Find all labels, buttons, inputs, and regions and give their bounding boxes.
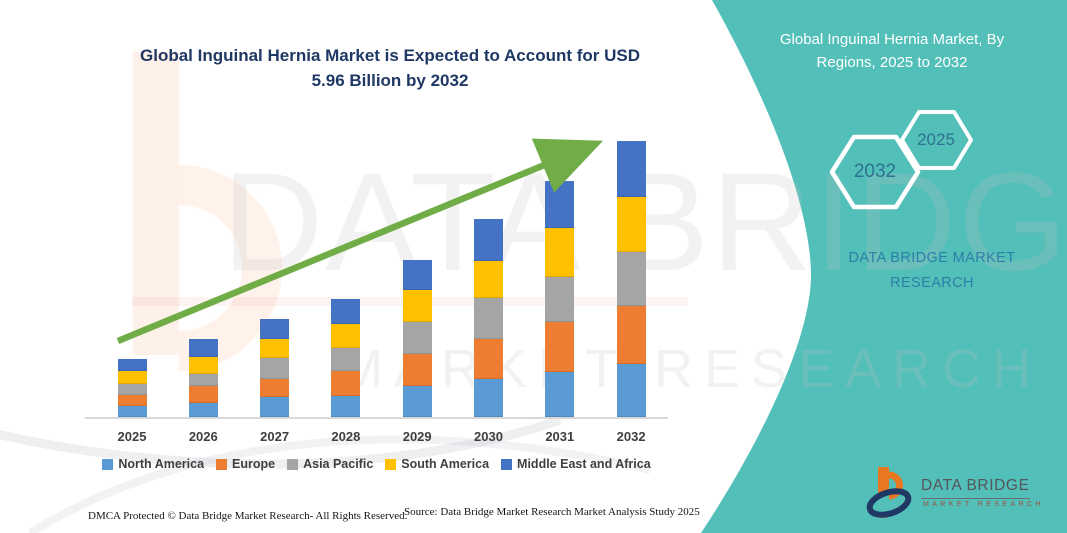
bar-segment — [616, 252, 646, 306]
watermark-text-sub: MARKET RESEARCH — [338, 339, 1043, 399]
x-axis-label: 2029 — [402, 429, 432, 444]
swirl-curve — [27, 435, 651, 533]
x-axis-line — [85, 417, 668, 419]
bar-segment — [616, 141, 646, 198]
bar-segment — [331, 370, 361, 397]
bar-segment — [402, 353, 432, 387]
bar-segment — [331, 298, 361, 324]
bar-segment — [188, 356, 218, 374]
bar-segment — [188, 339, 218, 357]
bar-segment — [474, 378, 503, 417]
stacked-bar-2025 — [117, 359, 147, 417]
legend-item: South America — [385, 457, 489, 471]
stacked-bar-2026 — [188, 339, 218, 417]
legend-label: Middle East and Africa — [517, 457, 651, 471]
bar-segment — [545, 180, 575, 229]
bar-segment — [188, 386, 218, 404]
bar-segment — [474, 219, 503, 261]
x-axis-label: 2028 — [331, 429, 361, 444]
legend-item: North America — [102, 457, 204, 471]
legend-swatch — [287, 458, 299, 470]
legend-label: South America — [401, 457, 490, 471]
legend-label: North America — [118, 457, 205, 471]
legend-label: Asia Pacific — [303, 457, 374, 471]
bar-segment — [188, 403, 218, 417]
legend-item: Europe — [216, 457, 275, 471]
legend-swatch — [102, 458, 114, 470]
stacked-bar-2032 — [616, 141, 646, 417]
stacked-bar-2031 — [545, 180, 575, 417]
x-axis-label: 2030 — [474, 429, 503, 444]
bar-segment — [331, 323, 361, 348]
x-axis-label: 2026 — [188, 429, 218, 444]
teal-panel-shape — [701, 0, 1067, 533]
bar-segment — [331, 347, 361, 371]
dmca-notice: DMCA Protected © Data Bridge Market Rese… — [88, 510, 408, 522]
side-panel-title: Global Inguinal Hernia Market, By Region… — [779, 31, 1005, 72]
bar-segment — [402, 260, 432, 290]
bar-segment — [260, 318, 290, 340]
bar-segment — [331, 396, 361, 417]
bar-segment — [545, 372, 575, 417]
bar-segment — [260, 397, 290, 417]
legend-item: Middle East and Africa — [501, 457, 651, 471]
side-panel-brand-text: DATA BRIDGE MARKET RESEARCH — [848, 250, 1016, 291]
bar-segment — [260, 339, 290, 358]
badge-year-2025: 2025 — [917, 130, 955, 149]
bar-segment — [616, 197, 646, 253]
legend-swatch — [501, 458, 513, 470]
bar-segment — [545, 277, 575, 323]
bar-segment — [117, 359, 147, 371]
bar-segment — [260, 357, 290, 379]
bar-segment — [474, 338, 503, 379]
x-axis-label: 2032 — [616, 429, 646, 444]
stacked-bar-2030 — [474, 219, 503, 417]
x-axis-label: 2031 — [545, 429, 575, 444]
legend-label: Europe — [232, 457, 276, 471]
swirl-curve — [0, 415, 562, 469]
x-axis-label: 2027 — [260, 429, 290, 444]
bar-segment — [117, 384, 147, 396]
logo-wordmark: DATA BRIDGE — [921, 477, 1030, 499]
bar-segment — [117, 370, 147, 385]
watermark-text-sub-light: MARKET RESEARCH — [338, 339, 1043, 399]
chart-title: Global Inguinal Hernia Market is Expecte… — [140, 46, 641, 90]
bar-segment — [117, 405, 147, 417]
legend-item: Asia Pacific — [287, 457, 373, 471]
stacked-bar-2028 — [331, 298, 361, 417]
bar-segment — [402, 322, 432, 354]
badge-year-2032: 2032 — [853, 161, 897, 182]
stacked-bar-2027 — [260, 318, 290, 417]
stacked-bar-2029 — [402, 260, 432, 417]
legend-swatch — [385, 458, 397, 470]
x-axis-label: 2025 — [117, 429, 147, 444]
bar-segment — [616, 305, 646, 364]
bar-segment — [616, 363, 646, 417]
bar-segment — [260, 378, 290, 398]
bar-segment — [188, 373, 218, 387]
bar-segment — [474, 298, 503, 339]
bar-segment — [402, 289, 432, 323]
bar-segment — [545, 228, 575, 278]
bar-segment — [474, 260, 503, 299]
bar-segment — [117, 395, 147, 406]
source-note: Source: Data Bridge Market Research Mark… — [404, 506, 700, 518]
legend-swatch — [216, 458, 228, 470]
legend: North America Europe Asia Pacific South Ame… — [85, 457, 668, 471]
logo-tagline: MARKET RESEARCH — [923, 501, 1044, 508]
bar-segment — [545, 322, 575, 373]
bar-segment — [402, 386, 432, 417]
